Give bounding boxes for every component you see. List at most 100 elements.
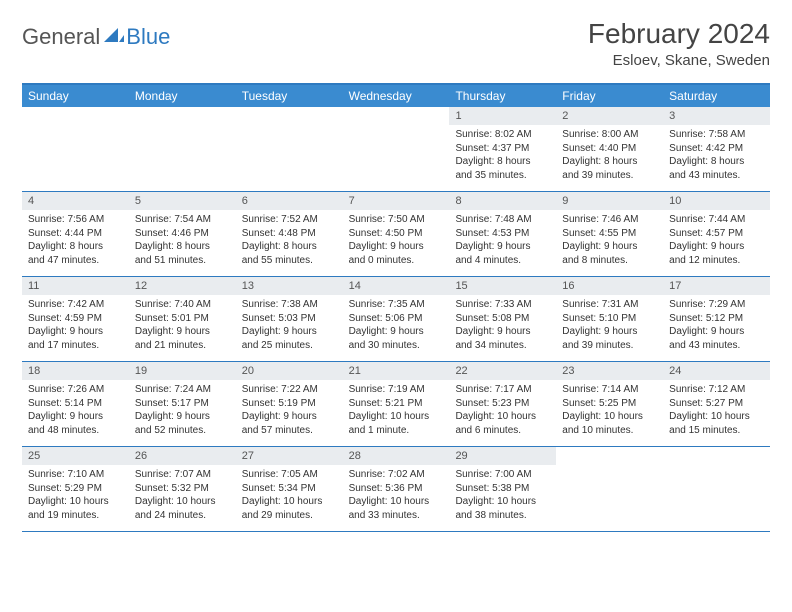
- day-cell: 13Sunrise: 7:38 AMSunset: 5:03 PMDayligh…: [236, 277, 343, 361]
- daylight-text-1: Daylight: 10 hours: [242, 495, 337, 509]
- daylight-text-2: and 30 minutes.: [349, 339, 444, 353]
- day-body: Sunrise: 7:35 AMSunset: 5:06 PMDaylight:…: [343, 295, 450, 358]
- sunset-text: Sunset: 4:42 PM: [669, 142, 764, 156]
- day-number: 11: [22, 277, 129, 295]
- dow-cell: Monday: [129, 85, 236, 107]
- daylight-text-1: Daylight: 9 hours: [349, 240, 444, 254]
- day-body: Sunrise: 7:19 AMSunset: 5:21 PMDaylight:…: [343, 380, 450, 443]
- day-body: Sunrise: 7:29 AMSunset: 5:12 PMDaylight:…: [663, 295, 770, 358]
- sunset-text: Sunset: 5:27 PM: [669, 397, 764, 411]
- day-number: 3: [663, 107, 770, 125]
- day-number: 15: [449, 277, 556, 295]
- sunset-text: Sunset: 5:38 PM: [455, 482, 550, 496]
- daylight-text-2: and 39 minutes.: [562, 339, 657, 353]
- day-body: Sunrise: 7:33 AMSunset: 5:08 PMDaylight:…: [449, 295, 556, 358]
- dow-cell: Wednesday: [343, 85, 450, 107]
- day-cell: 6Sunrise: 7:52 AMSunset: 4:48 PMDaylight…: [236, 192, 343, 276]
- day-cell: 21Sunrise: 7:19 AMSunset: 5:21 PMDayligh…: [343, 362, 450, 446]
- daylight-text-2: and 21 minutes.: [135, 339, 230, 353]
- day-number: 19: [129, 362, 236, 380]
- sunrise-text: Sunrise: 7:12 AM: [669, 383, 764, 397]
- sunset-text: Sunset: 4:44 PM: [28, 227, 123, 241]
- day-number: 6: [236, 192, 343, 210]
- day-number: 29: [449, 447, 556, 465]
- sunset-text: Sunset: 5:08 PM: [455, 312, 550, 326]
- daylight-text-2: and 35 minutes.: [455, 169, 550, 183]
- day-number: 25: [22, 447, 129, 465]
- day-number: 21: [343, 362, 450, 380]
- day-number: 18: [22, 362, 129, 380]
- sunset-text: Sunset: 4:46 PM: [135, 227, 230, 241]
- sunrise-text: Sunrise: 7:02 AM: [349, 468, 444, 482]
- logo-sail-icon: [104, 26, 124, 49]
- daylight-text-2: and 52 minutes.: [135, 424, 230, 438]
- calendar: SundayMondayTuesdayWednesdayThursdayFrid…: [22, 83, 770, 532]
- sunset-text: Sunset: 5:12 PM: [669, 312, 764, 326]
- day-number: 8: [449, 192, 556, 210]
- day-number: 12: [129, 277, 236, 295]
- day-cell: 7Sunrise: 7:50 AMSunset: 4:50 PMDaylight…: [343, 192, 450, 276]
- sunset-text: Sunset: 5:21 PM: [349, 397, 444, 411]
- daylight-text-1: Daylight: 9 hours: [562, 325, 657, 339]
- day-number: 24: [663, 362, 770, 380]
- sunset-text: Sunset: 5:32 PM: [135, 482, 230, 496]
- sunrise-text: Sunrise: 7:00 AM: [455, 468, 550, 482]
- daylight-text-1: Daylight: 10 hours: [455, 495, 550, 509]
- daylight-text-1: Daylight: 9 hours: [28, 325, 123, 339]
- daylight-text-2: and 0 minutes.: [349, 254, 444, 268]
- day-cell: 28Sunrise: 7:02 AMSunset: 5:36 PMDayligh…: [343, 447, 450, 531]
- week-row: 25Sunrise: 7:10 AMSunset: 5:29 PMDayligh…: [22, 447, 770, 532]
- daylight-text-2: and 33 minutes.: [349, 509, 444, 523]
- day-cell: 12Sunrise: 7:40 AMSunset: 5:01 PMDayligh…: [129, 277, 236, 361]
- day-cell: 14Sunrise: 7:35 AMSunset: 5:06 PMDayligh…: [343, 277, 450, 361]
- daylight-text-2: and 1 minute.: [349, 424, 444, 438]
- sunrise-text: Sunrise: 7:33 AM: [455, 298, 550, 312]
- day-number: 5: [129, 192, 236, 210]
- sunset-text: Sunset: 5:25 PM: [562, 397, 657, 411]
- daylight-text-2: and 19 minutes.: [28, 509, 123, 523]
- daylight-text-1: Daylight: 9 hours: [669, 240, 764, 254]
- daylight-text-1: Daylight: 9 hours: [28, 410, 123, 424]
- sunrise-text: Sunrise: 7:56 AM: [28, 213, 123, 227]
- sunset-text: Sunset: 4:57 PM: [669, 227, 764, 241]
- day-body: Sunrise: 7:00 AMSunset: 5:38 PMDaylight:…: [449, 465, 556, 528]
- day-cell: 25Sunrise: 7:10 AMSunset: 5:29 PMDayligh…: [22, 447, 129, 531]
- daylight-text-1: Daylight: 9 hours: [135, 410, 230, 424]
- day-cell: 5Sunrise: 7:54 AMSunset: 4:46 PMDaylight…: [129, 192, 236, 276]
- month-title: February 2024: [588, 18, 770, 50]
- daylight-text-1: Daylight: 8 hours: [242, 240, 337, 254]
- sunset-text: Sunset: 5:34 PM: [242, 482, 337, 496]
- sunrise-text: Sunrise: 7:14 AM: [562, 383, 657, 397]
- sunset-text: Sunset: 5:29 PM: [28, 482, 123, 496]
- sunrise-text: Sunrise: 7:07 AM: [135, 468, 230, 482]
- sunrise-text: Sunrise: 7:46 AM: [562, 213, 657, 227]
- weeks-container: ........1Sunrise: 8:02 AMSunset: 4:37 PM…: [22, 107, 770, 532]
- day-number: 28: [343, 447, 450, 465]
- day-body: Sunrise: 7:50 AMSunset: 4:50 PMDaylight:…: [343, 210, 450, 273]
- daylight-text-1: Daylight: 9 hours: [349, 325, 444, 339]
- sunset-text: Sunset: 4:59 PM: [28, 312, 123, 326]
- day-body: Sunrise: 7:40 AMSunset: 5:01 PMDaylight:…: [129, 295, 236, 358]
- day-cell: 27Sunrise: 7:05 AMSunset: 5:34 PMDayligh…: [236, 447, 343, 531]
- day-cell: 2Sunrise: 8:00 AMSunset: 4:40 PMDaylight…: [556, 107, 663, 191]
- daylight-text-1: Daylight: 9 hours: [242, 410, 337, 424]
- daylight-text-1: Daylight: 10 hours: [562, 410, 657, 424]
- dow-cell: Tuesday: [236, 85, 343, 107]
- sunset-text: Sunset: 5:01 PM: [135, 312, 230, 326]
- day-body: Sunrise: 7:14 AMSunset: 5:25 PMDaylight:…: [556, 380, 663, 443]
- sunset-text: Sunset: 4:37 PM: [455, 142, 550, 156]
- day-number: 27: [236, 447, 343, 465]
- dow-cell: Thursday: [449, 85, 556, 107]
- day-number: 4: [22, 192, 129, 210]
- sunset-text: Sunset: 5:06 PM: [349, 312, 444, 326]
- day-number: 17: [663, 277, 770, 295]
- sunrise-text: Sunrise: 7:50 AM: [349, 213, 444, 227]
- daylight-text-1: Daylight: 9 hours: [455, 240, 550, 254]
- sunset-text: Sunset: 5:10 PM: [562, 312, 657, 326]
- daylight-text-1: Daylight: 9 hours: [562, 240, 657, 254]
- daylight-text-2: and 4 minutes.: [455, 254, 550, 268]
- daylight-text-2: and 15 minutes.: [669, 424, 764, 438]
- sunset-text: Sunset: 4:48 PM: [242, 227, 337, 241]
- daylight-text-1: Daylight: 10 hours: [135, 495, 230, 509]
- sunset-text: Sunset: 5:14 PM: [28, 397, 123, 411]
